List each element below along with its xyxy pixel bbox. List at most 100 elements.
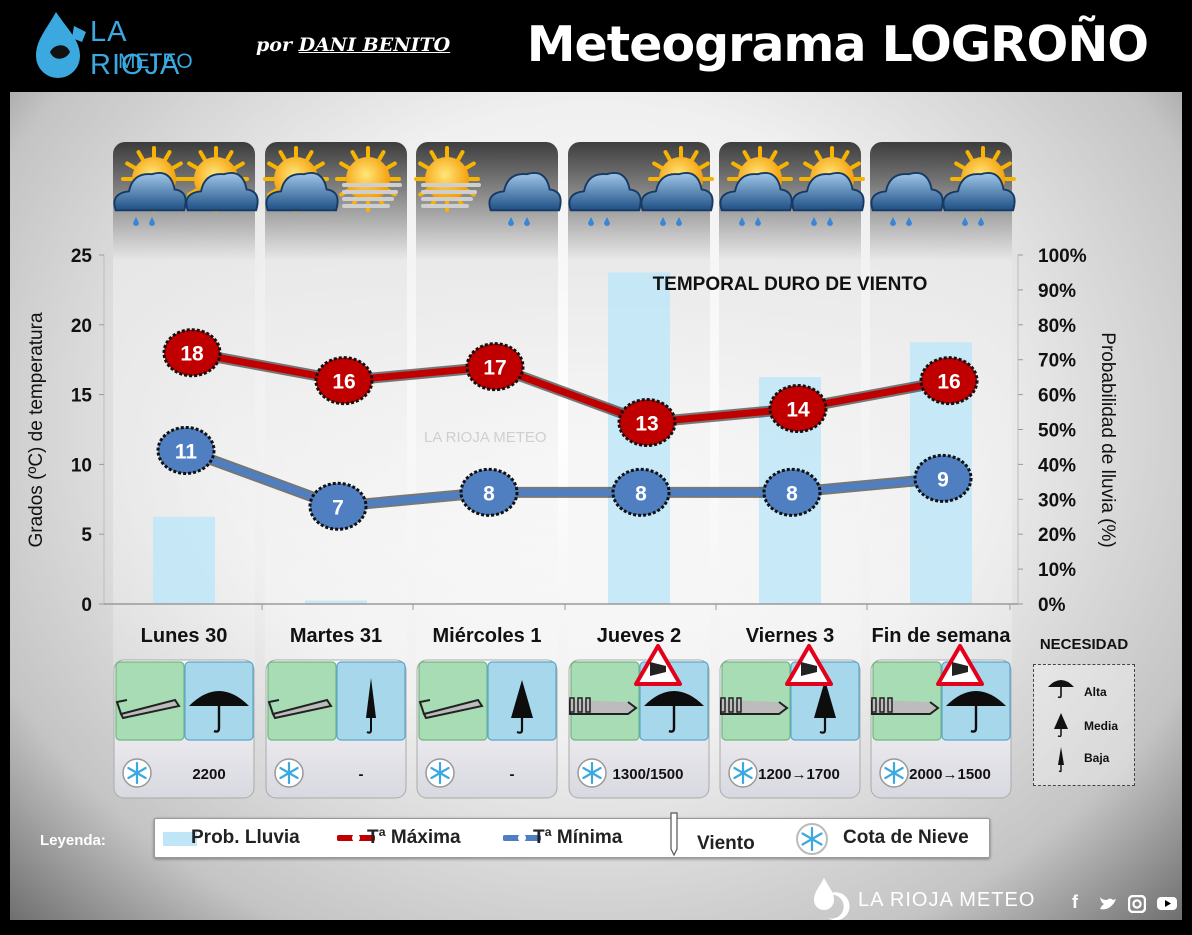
y2-tick-label: 10% — [1038, 560, 1076, 581]
max-temp-point — [919, 356, 979, 406]
fog-icon — [421, 190, 477, 194]
header: LA RIOJA METEO por DANI BENITO Meteogram… — [0, 0, 1192, 92]
rain-cloud-icon — [568, 172, 642, 212]
snowflake-icon — [796, 823, 828, 855]
rain-cloud-icon — [870, 172, 944, 212]
y-tick-label: 0 — [81, 595, 92, 616]
min-temp-point — [913, 453, 973, 503]
wind-warning-icon — [634, 644, 682, 686]
instagram-icon[interactable] — [1128, 895, 1146, 913]
umbrella-half-icon — [511, 680, 533, 734]
fog-icon — [342, 204, 390, 208]
wind-warning-icon — [785, 644, 833, 686]
footer-logo-icon — [814, 878, 850, 920]
legend-rain-label: Prob. Lluvia — [191, 827, 300, 848]
min-temp-label: 11 — [175, 440, 198, 463]
twitter-icon[interactable] — [1098, 895, 1118, 913]
cloud-icon — [265, 172, 339, 212]
wind-arrow-icon — [418, 698, 484, 720]
y2-tick-label: 60% — [1038, 386, 1076, 407]
watermark: LA RIOJA METEO — [424, 429, 547, 446]
rain-drop-icon — [508, 217, 514, 226]
legend-min-label: Tª Mínima — [533, 827, 623, 848]
min-temp-label: 8 — [483, 482, 495, 505]
x-tick-label: Lunes 30 — [141, 625, 228, 647]
max-temp-point — [617, 398, 677, 448]
umbrella-closed-icon — [366, 678, 376, 734]
fog-icon — [342, 197, 394, 201]
rain-drop-icon — [827, 217, 833, 226]
x-tick-label: Martes 31 — [290, 625, 382, 647]
snow-level-label: 2000→1500 — [909, 766, 991, 783]
umbrella-half-icon — [1054, 713, 1068, 737]
legend: Prob. Lluvia Tª Máxima Tª Mínima Viento … — [154, 812, 990, 858]
max-temp-label: 14 — [786, 399, 810, 422]
y-axis-title: Grados (ºC) de temperatura — [26, 312, 47, 547]
rain-drop-icon — [149, 217, 155, 226]
max-temp-point — [314, 356, 374, 406]
max-temp-label: 18 — [180, 343, 204, 366]
x-tick-label: Fin de semana — [872, 625, 1012, 647]
max-temp-point — [162, 328, 222, 378]
snowflake-icon — [728, 758, 758, 788]
y2-tick-label: 100% — [1038, 246, 1087, 267]
rain-cloud-icon — [640, 172, 714, 212]
wind-warning-icon — [936, 644, 984, 686]
wind-box — [267, 661, 337, 741]
wind-arrow-icon — [720, 697, 789, 715]
x-tick-label: Jueves 2 — [597, 625, 682, 647]
meteogram-chart: LA RIOJA METEO 0 5 10 15 20 25 0% 10% 20% 30% 40% 50… — [26, 142, 1118, 802]
min-temp-label: 8 — [786, 482, 798, 505]
author-credit: por DANI BENITO — [256, 34, 450, 56]
wind-box — [418, 661, 488, 741]
fog-icon — [421, 197, 473, 201]
y2-axis-title: Probabilidad de lluvia (%) — [1097, 332, 1118, 547]
rain-drop-icon — [588, 217, 594, 226]
umbrella-half-icon — [814, 680, 836, 734]
x-tick-label: Viernes 3 — [746, 625, 835, 647]
wind-arrow-icon — [115, 698, 181, 720]
min-temp-point — [762, 467, 822, 517]
max-temp-point — [465, 342, 525, 392]
rain-cloud-icon — [719, 172, 793, 212]
y-tick-label: 25 — [71, 246, 93, 267]
facebook-icon[interactable]: f — [1072, 892, 1078, 912]
min-temp-point — [156, 425, 216, 475]
rain-drop-icon — [739, 217, 745, 226]
snow-level-label: 1200→1700 — [758, 766, 840, 783]
rain-drop-icon — [604, 217, 610, 226]
footer-brand: LA RIOJA METEO — [858, 889, 1036, 911]
snowflake-icon — [577, 758, 607, 788]
fog-icon — [421, 204, 469, 208]
logo[interactable]: LA RIOJA METEO — [28, 8, 218, 82]
snowflake-icon — [425, 758, 455, 788]
umbrella-open-icon — [189, 691, 249, 733]
snow-level-label: - — [510, 766, 515, 783]
fog-icon — [342, 183, 402, 187]
youtube-icon[interactable] — [1156, 896, 1178, 914]
snowflake-icon — [879, 758, 909, 788]
wind-arrow-icon — [267, 698, 333, 720]
author-name: DANI BENITO — [298, 34, 451, 56]
rain-probability-bar — [305, 600, 367, 604]
need-medium-label: Media — [1084, 719, 1119, 733]
rain-cloud-icon — [942, 172, 1016, 212]
snow-level-label: 2200 — [192, 766, 225, 783]
rain-drop-icon — [811, 217, 817, 226]
legend-rain-swatch — [163, 832, 197, 846]
y2-tick-label: 70% — [1038, 351, 1076, 372]
cloud-icon — [185, 172, 259, 212]
page-title: Meteograma LOGROÑO — [526, 16, 1149, 73]
wind-storm-annotation: TEMPORAL DURO DE VIENTO — [653, 274, 928, 295]
rain-drop-icon — [890, 217, 896, 226]
rain-cloud-icon — [113, 172, 187, 212]
rain-drop-icon — [978, 217, 984, 226]
umbrella-closed-icon — [1058, 747, 1064, 773]
legend-snow-label: Cota de Nieve — [843, 827, 969, 848]
legend-min-swatch — [503, 834, 541, 842]
rain-drop-icon — [524, 217, 530, 226]
y-tick-label: 15 — [71, 386, 93, 407]
y2-tick-label: 90% — [1038, 281, 1076, 302]
min-temp-label: 9 — [937, 468, 949, 491]
x-tick-label: Miércoles 1 — [433, 625, 542, 647]
